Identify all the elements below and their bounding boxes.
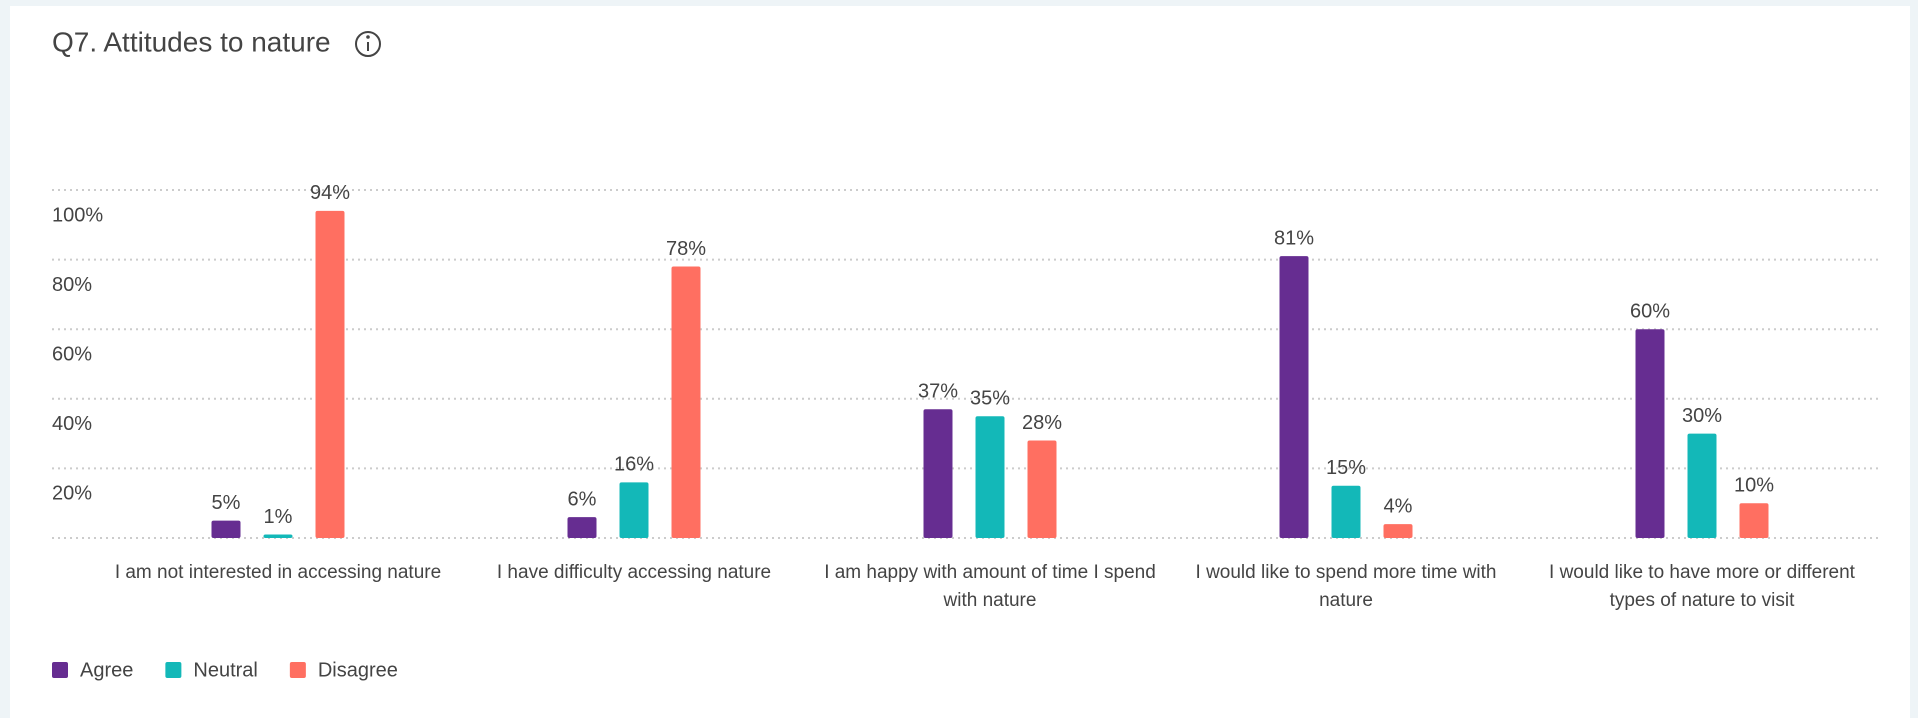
bar <box>923 409 953 538</box>
data-label: 4% <box>1384 495 1413 517</box>
legend-label: Agree <box>80 659 133 681</box>
bar <box>567 517 597 538</box>
data-label: 30% <box>1682 405 1722 427</box>
bar <box>315 210 345 538</box>
bar <box>1739 503 1769 538</box>
bar <box>1279 256 1309 538</box>
bar <box>671 266 701 538</box>
data-label: 15% <box>1326 457 1366 479</box>
legend-label: Disagree <box>318 659 398 681</box>
data-label: 60% <box>1630 300 1670 322</box>
y-tick-label: 100% <box>52 204 103 226</box>
x-tick-label: I have difficulty accessing nature <box>496 562 772 583</box>
bar <box>1635 329 1665 538</box>
card: Q7. Attitudes to nature 20% 40% 60% 80% 100%… <box>10 6 1910 718</box>
chart: Q7. Attitudes to nature 20% 40% 60% 80% 100%… <box>52 26 1880 681</box>
data-label: 28% <box>1022 412 1062 434</box>
y-tick-label: 40% <box>52 413 92 435</box>
legend-swatch <box>165 662 182 678</box>
data-label: 78% <box>666 238 706 260</box>
data-label: 1% <box>264 506 293 528</box>
data-label: 81% <box>1274 227 1314 249</box>
bar <box>1687 433 1717 538</box>
bar <box>1331 485 1361 538</box>
data-label: 35% <box>970 387 1010 409</box>
x-tick-label: I would like to spend more time with nat… <box>1195 562 1497 611</box>
data-label: 16% <box>614 454 654 476</box>
legend-swatch <box>52 662 68 678</box>
x-tick-label: I am not interested in accessing nature <box>114 562 442 583</box>
legend-label: Neutral <box>193 659 257 681</box>
bar <box>263 534 293 538</box>
data-label: 6% <box>568 488 597 510</box>
data-label: 37% <box>918 381 958 403</box>
chart-title: Q7. Attitudes to nature <box>52 26 331 57</box>
y-tick-label: 20% <box>52 483 92 505</box>
info-icon <box>355 31 381 57</box>
data-label: 10% <box>1734 474 1774 496</box>
y-tick-label: 60% <box>52 343 92 365</box>
bar <box>211 520 241 538</box>
x-tick-label: I would like to have more or different t… <box>1549 562 1855 611</box>
legend-swatch <box>289 662 306 678</box>
bar <box>1027 440 1057 538</box>
data-label: 5% <box>212 492 241 514</box>
bar <box>1383 524 1413 538</box>
y-tick-label: 80% <box>52 274 92 296</box>
data-label: 94% <box>310 182 350 204</box>
bar <box>975 416 1005 538</box>
bar <box>619 482 649 538</box>
x-tick-label: I am happy with amount of time I spend w… <box>824 562 1156 611</box>
